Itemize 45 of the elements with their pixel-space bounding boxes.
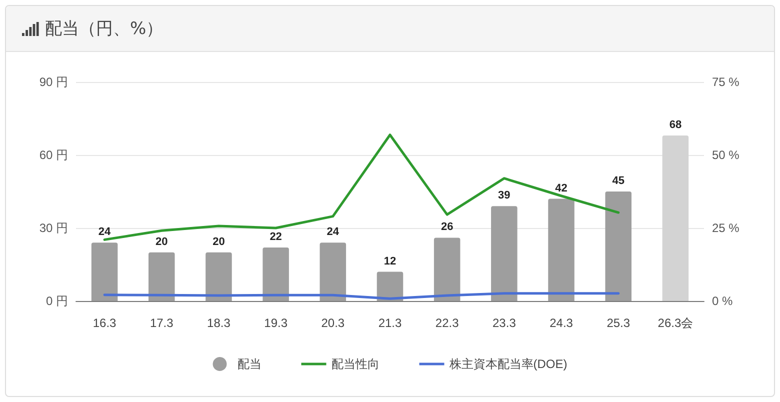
x-tick-label: 23.3: [492, 316, 516, 330]
y-tick-label: 90 円: [39, 75, 68, 89]
data-label: 12: [384, 255, 396, 268]
bar: [376, 272, 404, 301]
bar: [91, 242, 118, 301]
data-label: 24: [98, 226, 112, 238]
bar: [434, 238, 460, 301]
y-tick-label: 30 円: [39, 221, 68, 235]
legend-label: 配当: [237, 357, 262, 371]
data-label: 24: [326, 226, 340, 238]
y2-tick-label: 50 %: [712, 148, 740, 162]
bar: [491, 206, 518, 301]
bar: [148, 252, 175, 301]
data-label: 42: [555, 182, 568, 194]
bar: [548, 198, 574, 301]
x-tick-label: 19.3: [264, 316, 288, 330]
y-tick-label: 60 円: [39, 148, 68, 162]
data-label: 20: [212, 236, 225, 248]
y2-tick-label: 0 %: [712, 294, 734, 308]
bar: [662, 136, 689, 301]
y2-tick-label: 25 %: [712, 221, 740, 235]
x-tick-label: 21.3: [378, 316, 402, 330]
bar: [262, 247, 289, 301]
y2-tick-label: 75 %: [712, 75, 740, 89]
x-tick-label: 17.3: [150, 316, 174, 330]
data-label: 39: [498, 190, 510, 202]
chart-title: 配当（円、%）: [45, 18, 164, 40]
legend-label: 株主資本配当率(DOE): [448, 357, 568, 371]
x-tick-label: 20.3: [321, 316, 345, 330]
data-label: 68: [669, 119, 682, 132]
data-label: 26: [440, 221, 454, 234]
x-tick-label: 18.3: [207, 316, 231, 330]
bar: [206, 252, 232, 301]
x-tick-label: 26.3会: [658, 316, 694, 330]
data-label: 20: [156, 236, 168, 248]
x-tick-label: 16.3: [92, 316, 117, 330]
x-tick-label: 24.3: [550, 316, 574, 330]
data-label: 45: [612, 175, 624, 187]
bar: [605, 192, 632, 301]
data-label: 22: [270, 230, 282, 243]
legend-label: 配当性向: [331, 357, 380, 371]
y-tick-label: 0 円: [46, 294, 68, 308]
bar: [320, 242, 346, 301]
x-tick-label: 22.3: [435, 316, 460, 330]
x-tick-label: 25.3: [606, 316, 630, 330]
